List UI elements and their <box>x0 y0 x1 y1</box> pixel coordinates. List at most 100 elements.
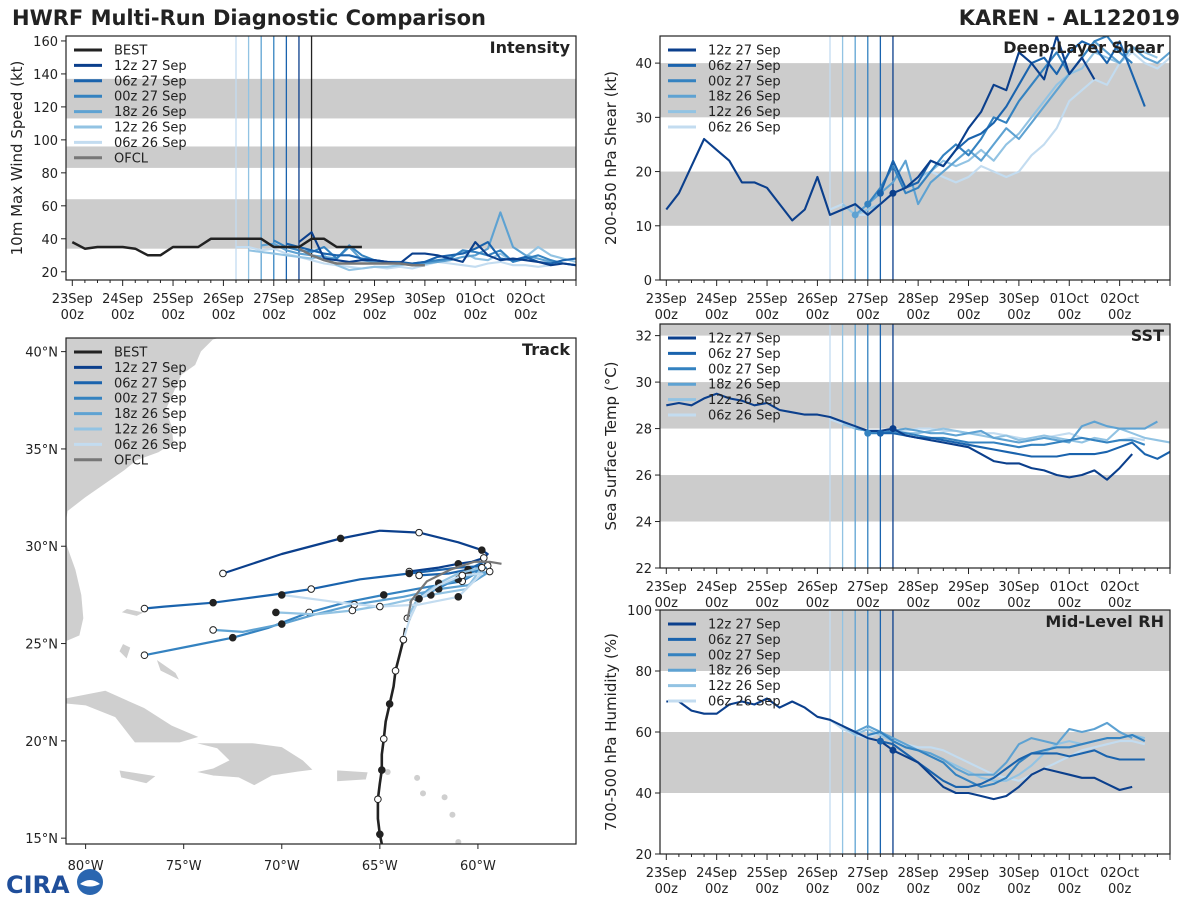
series-line-12z-27-sep <box>665 137 894 222</box>
land-hispaniola <box>193 742 315 787</box>
x-tick-label-date: 27Sep <box>847 866 888 881</box>
series-line-18z-26-sep <box>855 420 1158 444</box>
x-tick-label-hour: 00z <box>363 308 387 323</box>
x-tick-label-date: 30Sep <box>998 866 1039 881</box>
shaded-band <box>66 78 576 119</box>
x-tick-label-hour: 00z <box>806 882 830 897</box>
x-tick-label-hour: 00z <box>655 596 679 611</box>
legend-label-12z-27-sep: 12z 27 Sep <box>708 44 781 59</box>
x-tick-label-hour: 00z <box>514 308 538 323</box>
track-point-00z-27-sep <box>140 651 149 660</box>
intensity-panel: 2040608010012014016023Sep00z24Sep00z25Se… <box>8 35 577 323</box>
panel-title: Mid-Level RH <box>1045 612 1164 631</box>
plot-content <box>660 324 1170 568</box>
x-tick-label-hour: 00z <box>906 596 930 611</box>
series-line-12z-27-sep <box>892 749 1133 801</box>
track-point-00z-27-sep <box>228 633 237 642</box>
track-point-06z-27-sep <box>405 569 414 578</box>
track-point-06z-27-sep <box>140 604 149 613</box>
land-north-america-coast <box>66 338 273 523</box>
plot-content <box>66 36 576 280</box>
legend-label-12z-26-sep: 12z 26 Sep <box>114 121 187 136</box>
lon-label: 70°W <box>264 859 300 874</box>
legend-label-18z-26-sep: 18z 26 Sep <box>708 90 781 105</box>
plot-content <box>660 610 1170 854</box>
x-tick-label-date: 24Sep <box>696 866 737 881</box>
rh-panel: 2040608010023Sep00z24Sep00z25Sep00z26Sep… <box>602 604 1171 897</box>
shaded-band <box>660 732 1170 793</box>
x-tick-label-date: 02Oct <box>506 292 545 307</box>
lon-label: 75°W <box>166 859 202 874</box>
track-point-18z-26-sep <box>485 567 494 576</box>
map-content <box>66 338 502 857</box>
y-tick-label: 28 <box>635 423 652 438</box>
y-tick-label: 20 <box>41 266 58 281</box>
x-tick-label-hour: 00z <box>161 308 185 323</box>
y-tick-label: 60 <box>41 200 58 215</box>
shaded-band <box>66 146 576 168</box>
x-tick-label-hour: 00z <box>413 308 437 323</box>
plot-frame <box>65 35 577 281</box>
x-tick-label-date: 26Sep <box>797 580 838 595</box>
storm-id: KAREN - AL122019 <box>959 6 1180 30</box>
x-tick-label-hour: 00z <box>906 882 930 897</box>
plot-frame <box>659 35 1171 281</box>
track-point-best <box>376 830 384 839</box>
x-tick-label-hour: 00z <box>1007 308 1031 323</box>
y-tick-label: 22 <box>635 562 652 577</box>
x-tick-label-date: 28Sep <box>898 866 939 881</box>
y-tick-label: 0 <box>644 274 652 289</box>
small-island <box>384 768 391 775</box>
x-tick-label-hour: 00z <box>111 308 135 323</box>
plot-frame <box>659 323 1171 569</box>
track-point-best <box>379 735 388 743</box>
legend-label-00z-27-sep: 00z 27 Sep <box>114 392 187 407</box>
small-island <box>420 790 426 797</box>
x-tick-label-hour: 00z <box>705 308 729 323</box>
x-tick-label-hour: 00z <box>312 308 336 323</box>
small-island <box>455 839 462 844</box>
series-line-12z-27-sep <box>666 392 894 432</box>
legend-label-00z-27-sep: 00z 27 Sep <box>708 362 781 377</box>
x-tick-label-hour: 00z <box>1058 596 1082 611</box>
track-point-best <box>378 766 386 774</box>
x-tick-label-hour: 00z <box>655 308 679 323</box>
y-tick-label: 20 <box>635 848 652 863</box>
init-point-06z-27-sep <box>876 737 884 745</box>
legend-label-12z-26-sep: 12z 26 Sep <box>114 423 187 438</box>
x-tick-label-date: 25Sep <box>747 866 788 881</box>
x-tick-label-date: 27Sep <box>847 292 888 307</box>
land-bahamas <box>119 608 146 617</box>
x-tick-label-hour: 00z <box>856 308 880 323</box>
x-tick-label-hour: 00z <box>906 308 930 323</box>
legend-label-12z-27-sep: 12z 27 Sep <box>114 59 187 74</box>
x-tick-label-date: 28Sep <box>898 580 939 595</box>
legend-label-06z-27-sep: 06z 27 Sep <box>114 376 187 391</box>
x-tick-label-hour: 00z <box>957 596 981 611</box>
shear-panel: 01020304023Sep00z24Sep00z25Sep00z26Sep00… <box>602 35 1171 323</box>
track-point-12z-26-sep <box>478 563 486 572</box>
shaded-band <box>66 199 576 249</box>
x-tick-label-hour: 00z <box>755 596 779 611</box>
sst-panel: 22242628303223Sep00z24Sep00z25Sep00z26Se… <box>602 323 1171 611</box>
x-tick-label-date: 25Sep <box>747 292 788 307</box>
series-line-ofcl <box>298 247 425 267</box>
legend-label-06z-26-sep: 06z 26 Sep <box>708 121 781 136</box>
x-tick-label-hour: 00z <box>806 308 830 323</box>
plot-content <box>660 36 1170 280</box>
legend-label-12z-26-sep: 12z 26 Sep <box>708 679 781 694</box>
legend-label-12z-26-sep: 12z 26 Sep <box>708 105 781 120</box>
x-tick-label-date: 30Sep <box>998 580 1039 595</box>
y-tick-label: 26 <box>635 469 652 484</box>
x-tick-label-date: 01Oct <box>456 292 495 307</box>
land-cuba-east <box>66 689 201 744</box>
x-tick-label-date: 02Oct <box>1100 866 1139 881</box>
track-point-12z-26-sep <box>272 608 280 617</box>
legend-label-06z-26-sep: 06z 26 Sep <box>114 136 187 151</box>
x-tick-label-hour: 00z <box>1007 882 1031 897</box>
small-island <box>457 851 463 857</box>
map-frame <box>65 337 577 845</box>
series-line-12z-27-sep <box>666 697 894 752</box>
y-tick-label: 30 <box>635 111 652 126</box>
